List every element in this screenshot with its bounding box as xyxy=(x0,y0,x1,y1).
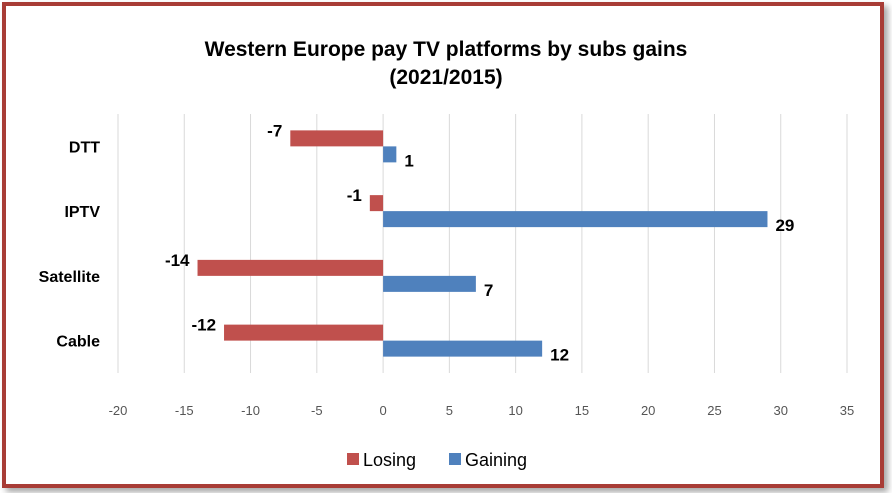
gridlines xyxy=(117,114,848,373)
x-tick-label: -10 xyxy=(241,403,260,418)
tick-labels: -20 -15 -10 -5 0 5 10 15 20 25 30 35 xyxy=(109,403,855,418)
x-tick-label: 35 xyxy=(840,403,854,418)
bar-gaining xyxy=(383,340,543,357)
chart-title: Western Europe pay TV platforms by subs … xyxy=(205,38,688,61)
data-label: -1 xyxy=(347,186,362,205)
x-tick-label: 30 xyxy=(773,403,787,418)
x-tick-label: -5 xyxy=(311,403,323,418)
x-tick-label: 10 xyxy=(508,403,522,418)
bars xyxy=(197,130,768,357)
data-label: -7 xyxy=(267,121,282,140)
chart-subtitle: (2021/2015) xyxy=(389,66,502,89)
bar-gaining xyxy=(383,275,476,292)
data-label: 12 xyxy=(550,346,569,365)
data-labels: -7 1 -1 29 -14 7 -12 12 xyxy=(165,121,794,364)
legend-label-gaining: Gaining xyxy=(465,450,527,470)
data-label: 7 xyxy=(484,281,493,300)
data-label: 1 xyxy=(404,151,413,170)
legend-swatch-gaining xyxy=(449,453,461,465)
x-tick-label: 25 xyxy=(707,403,721,418)
x-tick-label: 5 xyxy=(446,403,453,418)
legend-swatch-losing xyxy=(347,453,359,465)
data-label: -14 xyxy=(165,251,190,270)
x-tick-label: 15 xyxy=(575,403,589,418)
category-label: Satellite xyxy=(39,269,100,286)
category-label: Cable xyxy=(56,334,100,351)
x-tick-label: -15 xyxy=(175,403,194,418)
x-tick-label: 0 xyxy=(379,403,386,418)
legend-label-losing: Losing xyxy=(363,450,416,470)
bar-losing xyxy=(290,130,384,147)
bar-losing xyxy=(197,259,384,276)
data-label: 29 xyxy=(775,216,794,235)
category-label: IPTV xyxy=(64,204,100,221)
x-tick-label: -20 xyxy=(109,403,128,418)
bar-gaining xyxy=(383,146,397,163)
bar-gaining xyxy=(383,211,768,228)
legend: Losing Gaining xyxy=(347,450,527,470)
category-label: DTT xyxy=(69,139,100,156)
data-label: -12 xyxy=(191,316,216,335)
bar-losing xyxy=(369,195,384,212)
bar-losing xyxy=(224,324,384,341)
chart-frame xyxy=(2,2,884,488)
category-labels: DTT IPTV Satellite Cable xyxy=(39,139,101,350)
x-tick-label: 20 xyxy=(641,403,655,418)
